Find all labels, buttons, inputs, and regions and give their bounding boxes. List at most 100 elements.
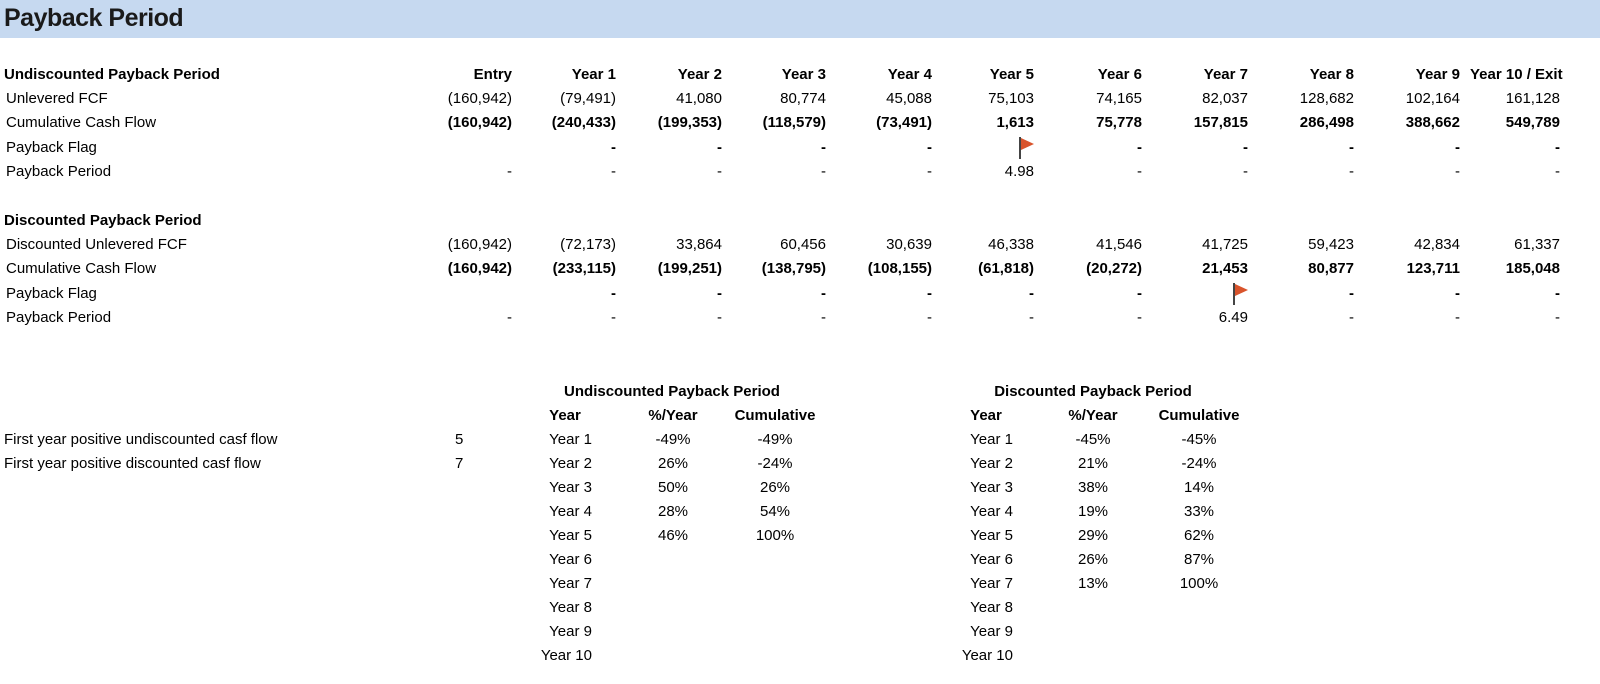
undisc_table-column-header: Cumulative xyxy=(734,407,816,424)
discounted-cumulative-row: Cumulative Cash Flow (160,942) (233,115) (1… xyxy=(0,256,1600,280)
cumulative-cell: (20,272) xyxy=(1086,260,1142,277)
period-cell: - xyxy=(1555,163,1560,180)
fcf-cell: 41,080 xyxy=(676,90,722,107)
period-cell: - xyxy=(717,163,722,180)
disc_table-cum-cell: -45% xyxy=(1181,431,1217,448)
period-cell: 6.49 xyxy=(1218,309,1248,326)
undiscounted-header-row: Undiscounted Payback Period Entry Year 1 Ye… xyxy=(0,62,1600,86)
fcf-cell: 42,834 xyxy=(1414,236,1460,253)
period-cell: - xyxy=(1455,163,1460,180)
discounted-flag-row: Payback Flag - - - - - - - - - xyxy=(0,281,1600,305)
flag-cell: - xyxy=(1555,139,1560,156)
cumulative-cell: 80,877 xyxy=(1308,260,1354,277)
flag-cell: - xyxy=(927,285,932,302)
undisc_table-year-cell: Year 10 xyxy=(540,647,592,664)
fcf-cell: 74,165 xyxy=(1096,90,1142,107)
flag-cell: - xyxy=(1349,139,1354,156)
disc_table-pct-cell: 38% xyxy=(1077,479,1109,496)
period-cell: - xyxy=(611,309,616,326)
column-header: Entry xyxy=(473,66,512,83)
payback-flag-icon xyxy=(1233,283,1253,305)
row-label: Payback Period xyxy=(6,163,112,180)
flag-cell: - xyxy=(1349,285,1354,302)
flag-cell: - xyxy=(1455,139,1460,156)
undisc_table-pct-cell: -49% xyxy=(655,431,691,448)
disc_table-year-cell: Year 9 xyxy=(970,623,1013,640)
cumulative-cell: (108,155) xyxy=(867,260,932,277)
undisc_table-column-header: Year xyxy=(549,407,581,424)
fcf-cell: (160,942) xyxy=(447,236,512,253)
cumulative-cell: 75,778 xyxy=(1096,114,1142,131)
period-cell: - xyxy=(927,163,932,180)
disc_table-cum-cell: 33% xyxy=(1183,503,1215,520)
flag-cell: - xyxy=(1137,285,1142,302)
period-cell: - xyxy=(1455,309,1460,326)
row-label: Payback Flag xyxy=(6,285,97,302)
fcf-cell: 60,456 xyxy=(780,236,826,253)
column-header: Year 8 xyxy=(1309,66,1354,83)
cumulative-cell: (160,942) xyxy=(447,260,512,277)
row-label: Discounted Unlevered FCF xyxy=(6,236,187,253)
cumulative-cell: (160,942) xyxy=(447,114,512,131)
summary-value: 7 xyxy=(455,455,464,472)
undiscounted-fcf-row: Unlevered FCF (160,942) (79,491) 41,080 80,7… xyxy=(0,86,1600,110)
disc_table-year-cell: Year 7 xyxy=(970,575,1013,592)
column-header: Year 4 xyxy=(887,66,932,83)
fcf-cell: 161,128 xyxy=(1505,90,1560,107)
disc_table-pct-cell: -45% xyxy=(1075,431,1111,448)
fcf-cell: 46,338 xyxy=(988,236,1034,253)
fcf-cell: 59,423 xyxy=(1308,236,1354,253)
disc_table-cum-cell: -24% xyxy=(1181,455,1217,472)
disc_table-title: Discounted Payback Period xyxy=(994,383,1192,400)
discounted-fcf-row: Discounted Unlevered FCF (160,942) (72,173… xyxy=(0,232,1600,256)
cumulative-cell: (233,115) xyxy=(552,260,616,277)
period-cell: - xyxy=(1555,309,1560,326)
disc_table-cum-cell: 62% xyxy=(1183,527,1215,544)
cumulative-cell: 286,498 xyxy=(1299,114,1354,131)
fcf-cell: 41,546 xyxy=(1096,236,1142,253)
period-cell: - xyxy=(927,309,932,326)
flag-cell: - xyxy=(611,285,616,302)
fcf-cell: 102,164 xyxy=(1405,90,1460,107)
disc_table-cum-cell: 100% xyxy=(1179,575,1219,592)
undisc_table-year-cell: Year 3 xyxy=(549,479,592,496)
period-cell: - xyxy=(507,163,512,180)
undisc_table-year-cell: Year 5 xyxy=(549,527,592,544)
payback-flag-icon xyxy=(1019,137,1039,159)
row-label: Unlevered FCF xyxy=(6,90,108,107)
undisc_table-year-cell: Year 7 xyxy=(549,575,592,592)
cumulative-cell: (240,433) xyxy=(551,114,616,131)
summary-label: First year positive discounted casf flow xyxy=(4,455,261,472)
column-header: Year 2 xyxy=(677,66,722,83)
column-header: Year 5 xyxy=(989,66,1034,83)
row-label: Payback Period xyxy=(6,309,112,326)
fcf-cell: 33,864 xyxy=(676,236,722,253)
column-header: Year 7 xyxy=(1203,66,1248,83)
undisc_table-pct-cell: 46% xyxy=(657,527,689,544)
discounted-header-row: Discounted Payback Period xyxy=(0,208,1600,232)
fcf-cell: 75,103 xyxy=(988,90,1034,107)
flag-cell: - xyxy=(821,285,826,302)
row-label: Payback Flag xyxy=(6,139,97,156)
cumulative-cell: 21,453 xyxy=(1202,260,1248,277)
disc_table-column-header: Cumulative xyxy=(1158,407,1240,424)
section-header: Discounted Payback Period xyxy=(4,212,202,229)
cumulative-cell: (73,491) xyxy=(876,114,932,131)
cumulative-cell: (118,579) xyxy=(762,114,826,131)
flag-cell: - xyxy=(1137,139,1142,156)
undisc_table-cum-cell: 100% xyxy=(755,527,795,544)
discounted-period-row: Payback Period - - - - - - - 6.49 - - - xyxy=(0,305,1600,329)
fcf-cell: 80,774 xyxy=(780,90,826,107)
period-cell: - xyxy=(1243,163,1248,180)
summary-label: First year positive undiscounted casf fl… xyxy=(4,431,278,448)
cumulative-cell: (199,353) xyxy=(657,114,722,131)
page-title: Payback Period xyxy=(4,4,184,32)
flag-cell: - xyxy=(1029,285,1034,302)
undisc_table-cum-cell: 26% xyxy=(759,479,791,496)
period-cell: 4.98 xyxy=(1004,163,1034,180)
fcf-cell: 61,337 xyxy=(1514,236,1560,253)
column-header: Year 10 / Exit xyxy=(1470,66,1563,83)
period-cell: - xyxy=(1349,309,1354,326)
disc_table-pct-cell: 19% xyxy=(1077,503,1109,520)
undisc_table-column-header: %/Year xyxy=(648,407,698,424)
